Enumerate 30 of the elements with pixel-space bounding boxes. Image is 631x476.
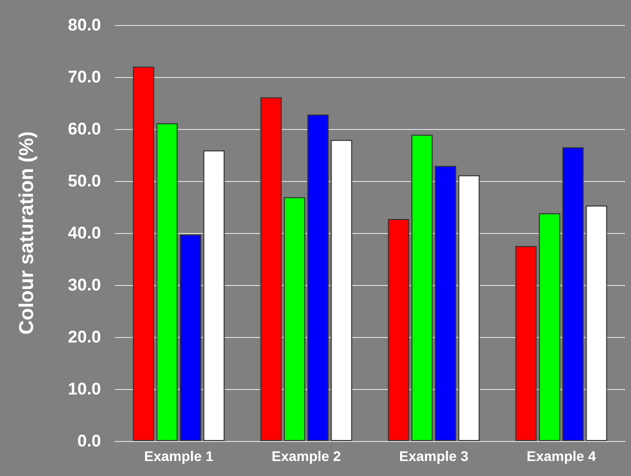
bar	[388, 218, 410, 441]
x-tick-label: Example 1	[144, 448, 214, 464]
y-tick-label: 10.0	[68, 380, 101, 398]
bar	[562, 147, 584, 441]
x-tick-label: Example 2	[272, 448, 342, 464]
x-tick-label: Example 4	[526, 448, 596, 464]
bar	[180, 234, 202, 441]
bar	[307, 114, 329, 441]
y-tick-label: 40.0	[68, 224, 101, 242]
bar	[132, 66, 154, 441]
y-tick-label: 30.0	[68, 276, 101, 294]
y-tick-label: 50.0	[68, 172, 101, 190]
y-tick-label: 80.0	[68, 16, 101, 34]
bar	[330, 140, 352, 441]
bar	[434, 166, 456, 441]
x-tick-label: Example 3	[399, 448, 469, 464]
bar	[411, 134, 433, 441]
bar	[260, 97, 282, 441]
bar	[156, 123, 178, 441]
y-tick-label: 20.0	[68, 328, 101, 346]
y-axis-title: Colour saturation (%)	[16, 131, 38, 335]
y-tick-label: 0.0	[77, 432, 101, 450]
bar	[586, 205, 608, 441]
bar	[538, 213, 560, 441]
y-tick-label: 60.0	[68, 120, 101, 138]
bar	[203, 150, 225, 441]
y-tick-label: 70.0	[68, 68, 101, 86]
bar	[458, 175, 480, 441]
bar	[284, 197, 306, 441]
bar	[515, 246, 537, 441]
